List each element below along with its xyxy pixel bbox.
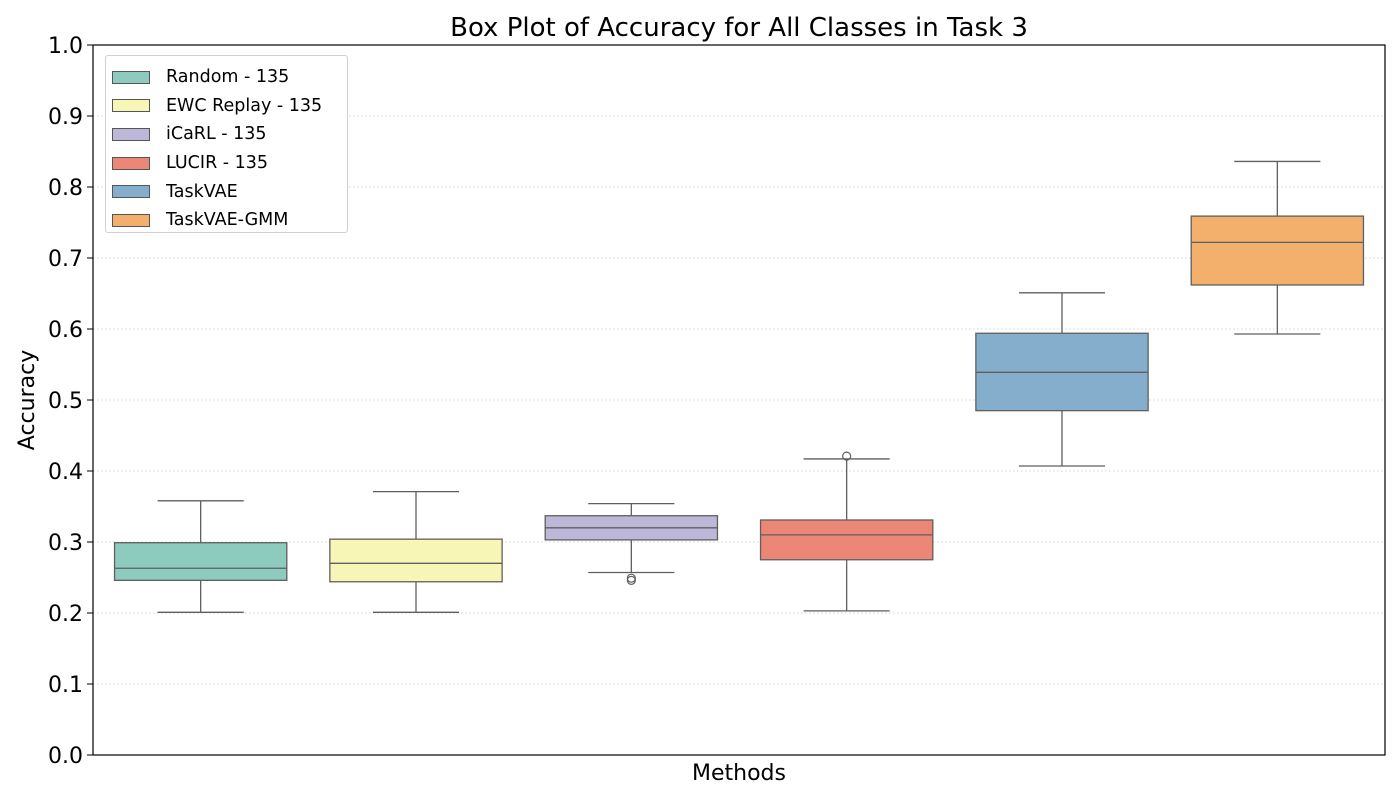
legend-label: Random - 135 [166,67,290,88]
box-6 [1190,160,1365,335]
box-4 [759,451,934,612]
gridlines [93,115,1385,685]
y-tick-label: 0.9 [48,105,83,130]
legend-swatch [112,127,150,141]
outlier-point [626,573,636,583]
legend-label: LUCIR - 135 [166,153,269,174]
legend-label: TaskVAE-GMM [166,210,289,231]
chart-title: Box Plot of Accuracy for All Classes in … [450,13,1028,43]
legend-item: TaskVAE [106,177,347,206]
box-1 [113,500,288,613]
y-tick-label: 0.5 [48,389,83,414]
legend-swatch [112,156,150,170]
legend-item: Random - 135 [106,63,347,92]
y-tick-label: 0.8 [48,176,83,201]
x-axis-label: Methods [692,761,786,786]
y-axis-label: Accuracy [15,350,40,450]
outlier-point [842,451,852,461]
iqr-box [759,519,934,561]
iqr-box [113,542,288,581]
y-tick-label: 0.3 [48,531,83,556]
legend-item: iCaRL - 135 [106,120,347,149]
iqr-box [1190,215,1365,286]
box-2 [329,490,503,613]
y-tick-label: 0.2 [48,602,83,627]
legend-label: iCaRL - 135 [166,124,267,145]
legend-item: TaskVAE-GMM [106,206,347,235]
box-3 [544,503,719,585]
legend-item: LUCIR - 135 [106,149,347,178]
y-tick-label: 0.0 [48,744,83,769]
legend-label: TaskVAE [166,181,238,202]
y-tick-label: 0.4 [48,460,83,485]
legend: Random - 135 EWC Replay - 135 iCaRL - 13… [105,55,348,233]
y-tick-label: 0.1 [48,673,83,698]
legend-swatch [112,99,150,113]
y-tick-label: 1.0 [48,34,83,59]
legend-item: EWC Replay - 135 [106,92,347,121]
y-axis-ticks: 0.0 0.1 0.2 0.3 0.4 0.5 0.6 0.7 0.8 0.9 1.0 [48,34,93,769]
legend-swatch [112,185,150,199]
y-tick-label: 0.7 [48,247,83,272]
legend-swatch [112,213,150,227]
legend-label: EWC Replay - 135 [166,95,323,116]
iqr-box [329,538,503,583]
legend-swatch [112,70,150,84]
y-tick-label: 0.6 [48,318,83,343]
boxes [113,160,1365,613]
box-5 [975,292,1149,467]
